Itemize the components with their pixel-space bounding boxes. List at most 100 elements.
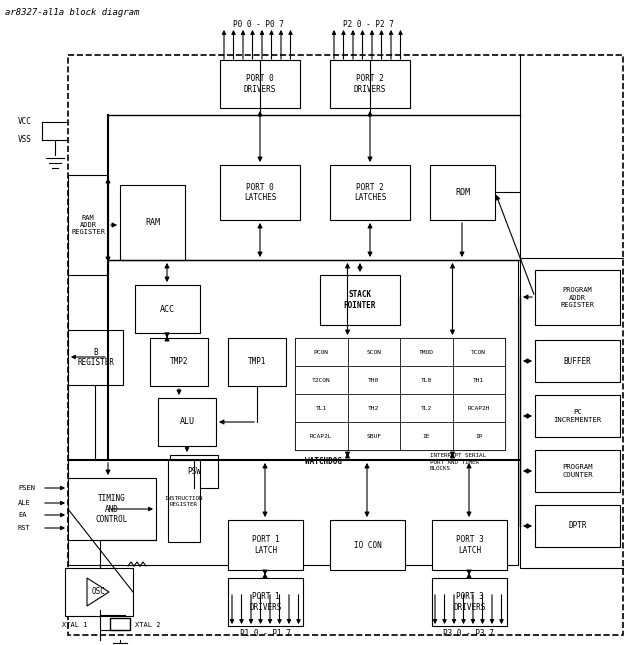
Bar — [348, 422, 400, 450]
Bar — [348, 394, 400, 422]
Bar — [432, 520, 507, 570]
Text: OSC: OSC — [92, 588, 106, 597]
Text: P2 0 - P2 7: P2 0 - P2 7 — [343, 20, 394, 29]
Text: BUFFER: BUFFER — [563, 357, 592, 366]
Text: PC
INCREMENTER: PC INCREMENTER — [553, 410, 602, 422]
Bar — [68, 260, 518, 565]
Bar — [535, 340, 620, 382]
Bar — [295, 422, 348, 450]
Bar — [68, 175, 108, 275]
Text: ALU: ALU — [180, 417, 195, 426]
Text: VSS: VSS — [18, 135, 32, 144]
Text: P3 0 - P3 7: P3 0 - P3 7 — [442, 629, 494, 638]
Text: B
REGISTER: B REGISTER — [77, 348, 114, 368]
Text: ar8327-al1a block diagram: ar8327-al1a block diagram — [5, 8, 139, 17]
Bar — [295, 366, 348, 394]
Text: XTAL 1: XTAL 1 — [62, 622, 88, 628]
Bar — [330, 60, 410, 108]
Bar — [348, 338, 400, 366]
Text: TH1: TH1 — [473, 377, 484, 382]
Bar — [400, 394, 452, 422]
Bar — [220, 165, 300, 220]
Bar — [135, 285, 200, 333]
Text: TL1: TL1 — [316, 406, 327, 410]
Text: PORT 3
DRIVERS: PORT 3 DRIVERS — [453, 592, 485, 612]
Bar — [168, 460, 200, 542]
Text: T2CON: T2CON — [312, 377, 331, 382]
Bar — [110, 618, 130, 630]
Bar — [150, 338, 208, 386]
Text: P1 0 - P1 7: P1 0 - P1 7 — [240, 629, 290, 638]
Bar — [295, 338, 505, 450]
Text: PORT 2
LATCHES: PORT 2 LATCHES — [354, 183, 386, 203]
Bar — [535, 450, 620, 492]
Bar — [432, 578, 507, 626]
Text: PORT 0
LATCHES: PORT 0 LATCHES — [244, 183, 276, 203]
Bar — [400, 338, 452, 366]
Bar — [452, 366, 505, 394]
Bar — [158, 398, 216, 446]
Text: VCC: VCC — [18, 117, 32, 126]
Text: TH2: TH2 — [368, 406, 379, 410]
Bar — [430, 165, 495, 220]
Text: IO CON: IO CON — [354, 541, 381, 550]
Text: TMP2: TMP2 — [170, 357, 188, 366]
Text: ACC: ACC — [160, 304, 175, 313]
Bar — [520, 258, 624, 568]
Text: RCAP2L: RCAP2L — [310, 433, 333, 439]
Text: EA: EA — [18, 512, 26, 518]
Bar — [330, 165, 410, 220]
Text: PORT 3
LATCH: PORT 3 LATCH — [456, 535, 484, 555]
Text: IE: IE — [422, 433, 430, 439]
Text: PORT 0
DRIVERS: PORT 0 DRIVERS — [244, 74, 276, 94]
Bar — [68, 55, 623, 635]
Text: DPTR: DPTR — [568, 522, 587, 530]
Text: TH0: TH0 — [368, 377, 379, 382]
Text: STACK
POINTER: STACK POINTER — [344, 290, 376, 310]
Bar — [68, 330, 123, 385]
Text: TCON: TCON — [471, 350, 486, 355]
Bar — [452, 338, 505, 366]
Bar — [120, 185, 185, 260]
Bar — [220, 60, 300, 108]
Bar — [320, 275, 400, 325]
Text: XTAL 2: XTAL 2 — [135, 622, 161, 628]
Bar — [535, 270, 620, 325]
Text: WATCHDOG: WATCHDOG — [305, 457, 342, 466]
Bar — [68, 478, 156, 540]
Bar — [65, 568, 133, 616]
Text: P0 0 - P0 7: P0 0 - P0 7 — [233, 20, 283, 29]
Text: PORT 1
LATCH: PORT 1 LATCH — [251, 535, 280, 555]
Text: ALE: ALE — [18, 500, 31, 506]
Text: PSW: PSW — [187, 467, 201, 476]
Text: PSEN: PSEN — [18, 485, 35, 491]
Text: IP: IP — [475, 433, 482, 439]
Bar — [295, 394, 348, 422]
Bar — [400, 366, 452, 394]
Bar — [170, 455, 218, 488]
Text: PORT 2
DRIVERS: PORT 2 DRIVERS — [354, 74, 386, 94]
Text: SCON: SCON — [366, 350, 381, 355]
Text: TL2: TL2 — [421, 406, 432, 410]
Text: RAM
ADDR
REGISTER: RAM ADDR REGISTER — [71, 215, 105, 235]
Text: INSTRUCTION
REGISTER: INSTRUCTION REGISTER — [165, 495, 203, 506]
Bar — [228, 338, 286, 386]
Text: TMOD: TMOD — [419, 350, 434, 355]
Text: PROGRAM
COUNTER: PROGRAM COUNTER — [562, 464, 593, 478]
Bar — [295, 338, 348, 366]
Bar — [228, 520, 303, 570]
Bar — [535, 395, 620, 437]
Text: INTERRUPT SERIAL
PORT AND TIMER
BLOCKS: INTERRUPT SERIAL PORT AND TIMER BLOCKS — [430, 453, 486, 471]
Text: TIMING
AND
CONTROL: TIMING AND CONTROL — [96, 494, 128, 524]
Bar — [452, 422, 505, 450]
Bar — [400, 422, 452, 450]
Text: PROGRAM
ADDR
REGISTER: PROGRAM ADDR REGISTER — [560, 287, 595, 308]
Text: RST: RST — [18, 525, 31, 531]
Bar — [348, 366, 400, 394]
Text: SBUF: SBUF — [366, 433, 381, 439]
Bar — [452, 394, 505, 422]
Text: TMP1: TMP1 — [248, 357, 266, 366]
Text: RCAP2H: RCAP2H — [467, 406, 490, 410]
Bar — [228, 578, 303, 626]
Text: RAM: RAM — [145, 218, 160, 227]
